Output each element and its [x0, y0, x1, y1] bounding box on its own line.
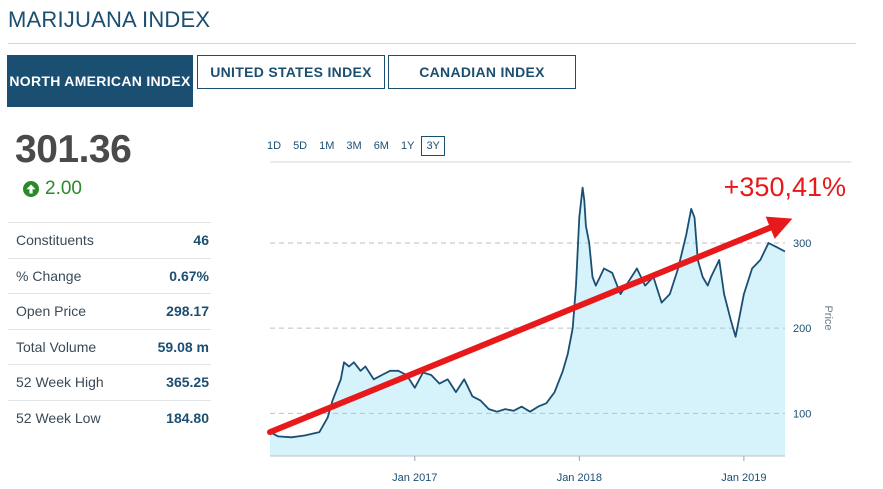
stat-value: 59.08 m — [157, 338, 209, 355]
range-6m-button[interactable]: 6M — [373, 140, 389, 152]
range-5d-button[interactable]: 5D — [293, 140, 308, 152]
page-title: MARIJUANA INDEX — [8, 7, 211, 32]
series-line — [269, 186, 786, 439]
title-divider — [8, 43, 856, 44]
price-change: 2.00 — [23, 178, 82, 200]
stat-label: Constituents — [16, 232, 94, 249]
stat-label: Open Price — [16, 303, 87, 320]
arrow-up-circle-icon — [23, 181, 39, 197]
trend-arrow-head — [765, 216, 793, 239]
price-change-value: 2.00 — [45, 178, 82, 199]
y-tick-label: 200 — [793, 323, 811, 335]
range-1y-button[interactable]: 1Y — [400, 140, 415, 152]
tab-canadian-index[interactable]: CANADIAN INDEX — [388, 55, 576, 89]
stat-row-52-week-low: 52 Week Low 184.80 — [8, 399, 211, 436]
y-axis-label: Price — [822, 305, 834, 330]
range-selector: 1D 5D 1M 3M 6M 1Y 3Y — [262, 136, 445, 156]
range-3m-button[interactable]: 3M — [346, 140, 362, 152]
x-tick-label: Jan 2019 — [721, 472, 766, 484]
range-3y-button[interactable]: 3Y — [421, 136, 445, 156]
stat-row-constituents: Constituents 46 — [8, 222, 211, 258]
x-tick-label: Jan 2017 — [392, 472, 437, 484]
stat-value: 365.25 — [166, 374, 209, 391]
stat-value: 0.67% — [169, 267, 209, 284]
y-tick-label: 100 — [793, 408, 811, 420]
stat-value: 298.17 — [166, 303, 209, 320]
stat-row-open-price: Open Price 298.17 — [8, 293, 211, 329]
stats-table: Constituents 46 % Change 0.67% Open Pric… — [8, 222, 211, 435]
y-tick-label: 300 — [793, 238, 811, 250]
series-area — [270, 187, 785, 456]
stat-label: 52 Week High — [16, 374, 104, 391]
stat-label: Total Volume — [16, 338, 97, 355]
stat-row-total-volume: Total Volume 59.08 m — [8, 328, 211, 365]
stat-label: 52 Week Low — [16, 409, 101, 426]
stat-value: 46 — [193, 232, 209, 249]
trend-annotation-label: +350,41% — [724, 172, 846, 202]
x-tick-label: Jan 2018 — [557, 472, 602, 484]
range-1m-button[interactable]: 1M — [319, 140, 335, 152]
trend-arrow-shaft — [267, 224, 774, 436]
tab-north-american-index[interactable]: NORTH AMERICAN INDEX — [7, 55, 193, 107]
stat-label: % Change — [16, 267, 82, 284]
stat-value: 184.80 — [166, 409, 209, 426]
index-price: 301.36 — [15, 128, 132, 171]
tab-united-states-index[interactable]: UNITED STATES INDEX — [197, 55, 385, 89]
range-1d-button[interactable]: 1D — [267, 140, 282, 152]
stat-row-percent-change: % Change 0.67% — [8, 257, 211, 294]
stat-row-52-week-high: 52 Week High 365.25 — [8, 364, 211, 400]
